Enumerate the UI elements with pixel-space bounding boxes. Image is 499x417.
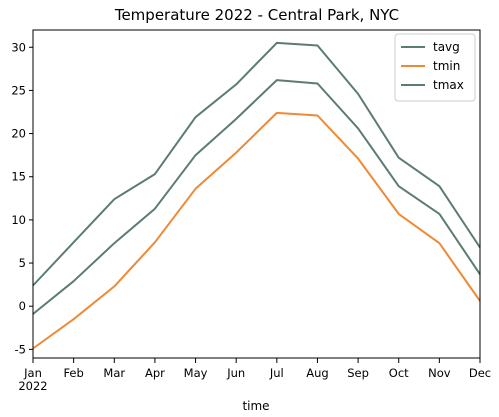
x-tick-label: Mar [103,366,125,380]
x-year-label: 2022 [18,379,47,393]
x-tick-label: Jun [226,366,245,380]
legend-label-tmax: tmax [433,78,464,92]
plot-frame [32,29,481,359]
y-tick-label: 20 [11,127,26,141]
legend-label-tmin: tmin [433,59,460,73]
x-tick-label: Feb [63,366,83,380]
y-tick-label: 0 [19,299,26,313]
series-line-tmin [32,111,481,350]
x-tick-label: Apr [145,366,165,380]
x-tick-label: Jan [23,366,42,380]
y-tick-label: -5 [15,342,26,356]
x-axis-label: time [242,399,269,413]
x-tick-label: May [184,366,208,380]
x-tick-label: Dec [469,366,491,380]
x-tick-label: Sep [347,366,369,380]
y-tick-label: 10 [11,213,26,227]
series-line-tmax [32,41,481,287]
x-tick-label: Aug [306,366,328,380]
x-tick-label: Jul [269,366,284,380]
x-tick-label: Oct [389,366,409,380]
y-tick-label: 30 [11,40,26,54]
chart-title: Temperature 2022 - Central Park, NYC [114,6,399,24]
y-tick-label: 5 [19,256,26,270]
legend: tavg tmin tmax [394,33,476,102]
series-line-tavg [32,79,481,315]
legend-label-tavg: tavg [433,40,460,54]
y-tick-label: 25 [11,83,26,97]
x-tick-label: Nov [428,366,451,380]
y-tick-label: 15 [11,170,26,184]
